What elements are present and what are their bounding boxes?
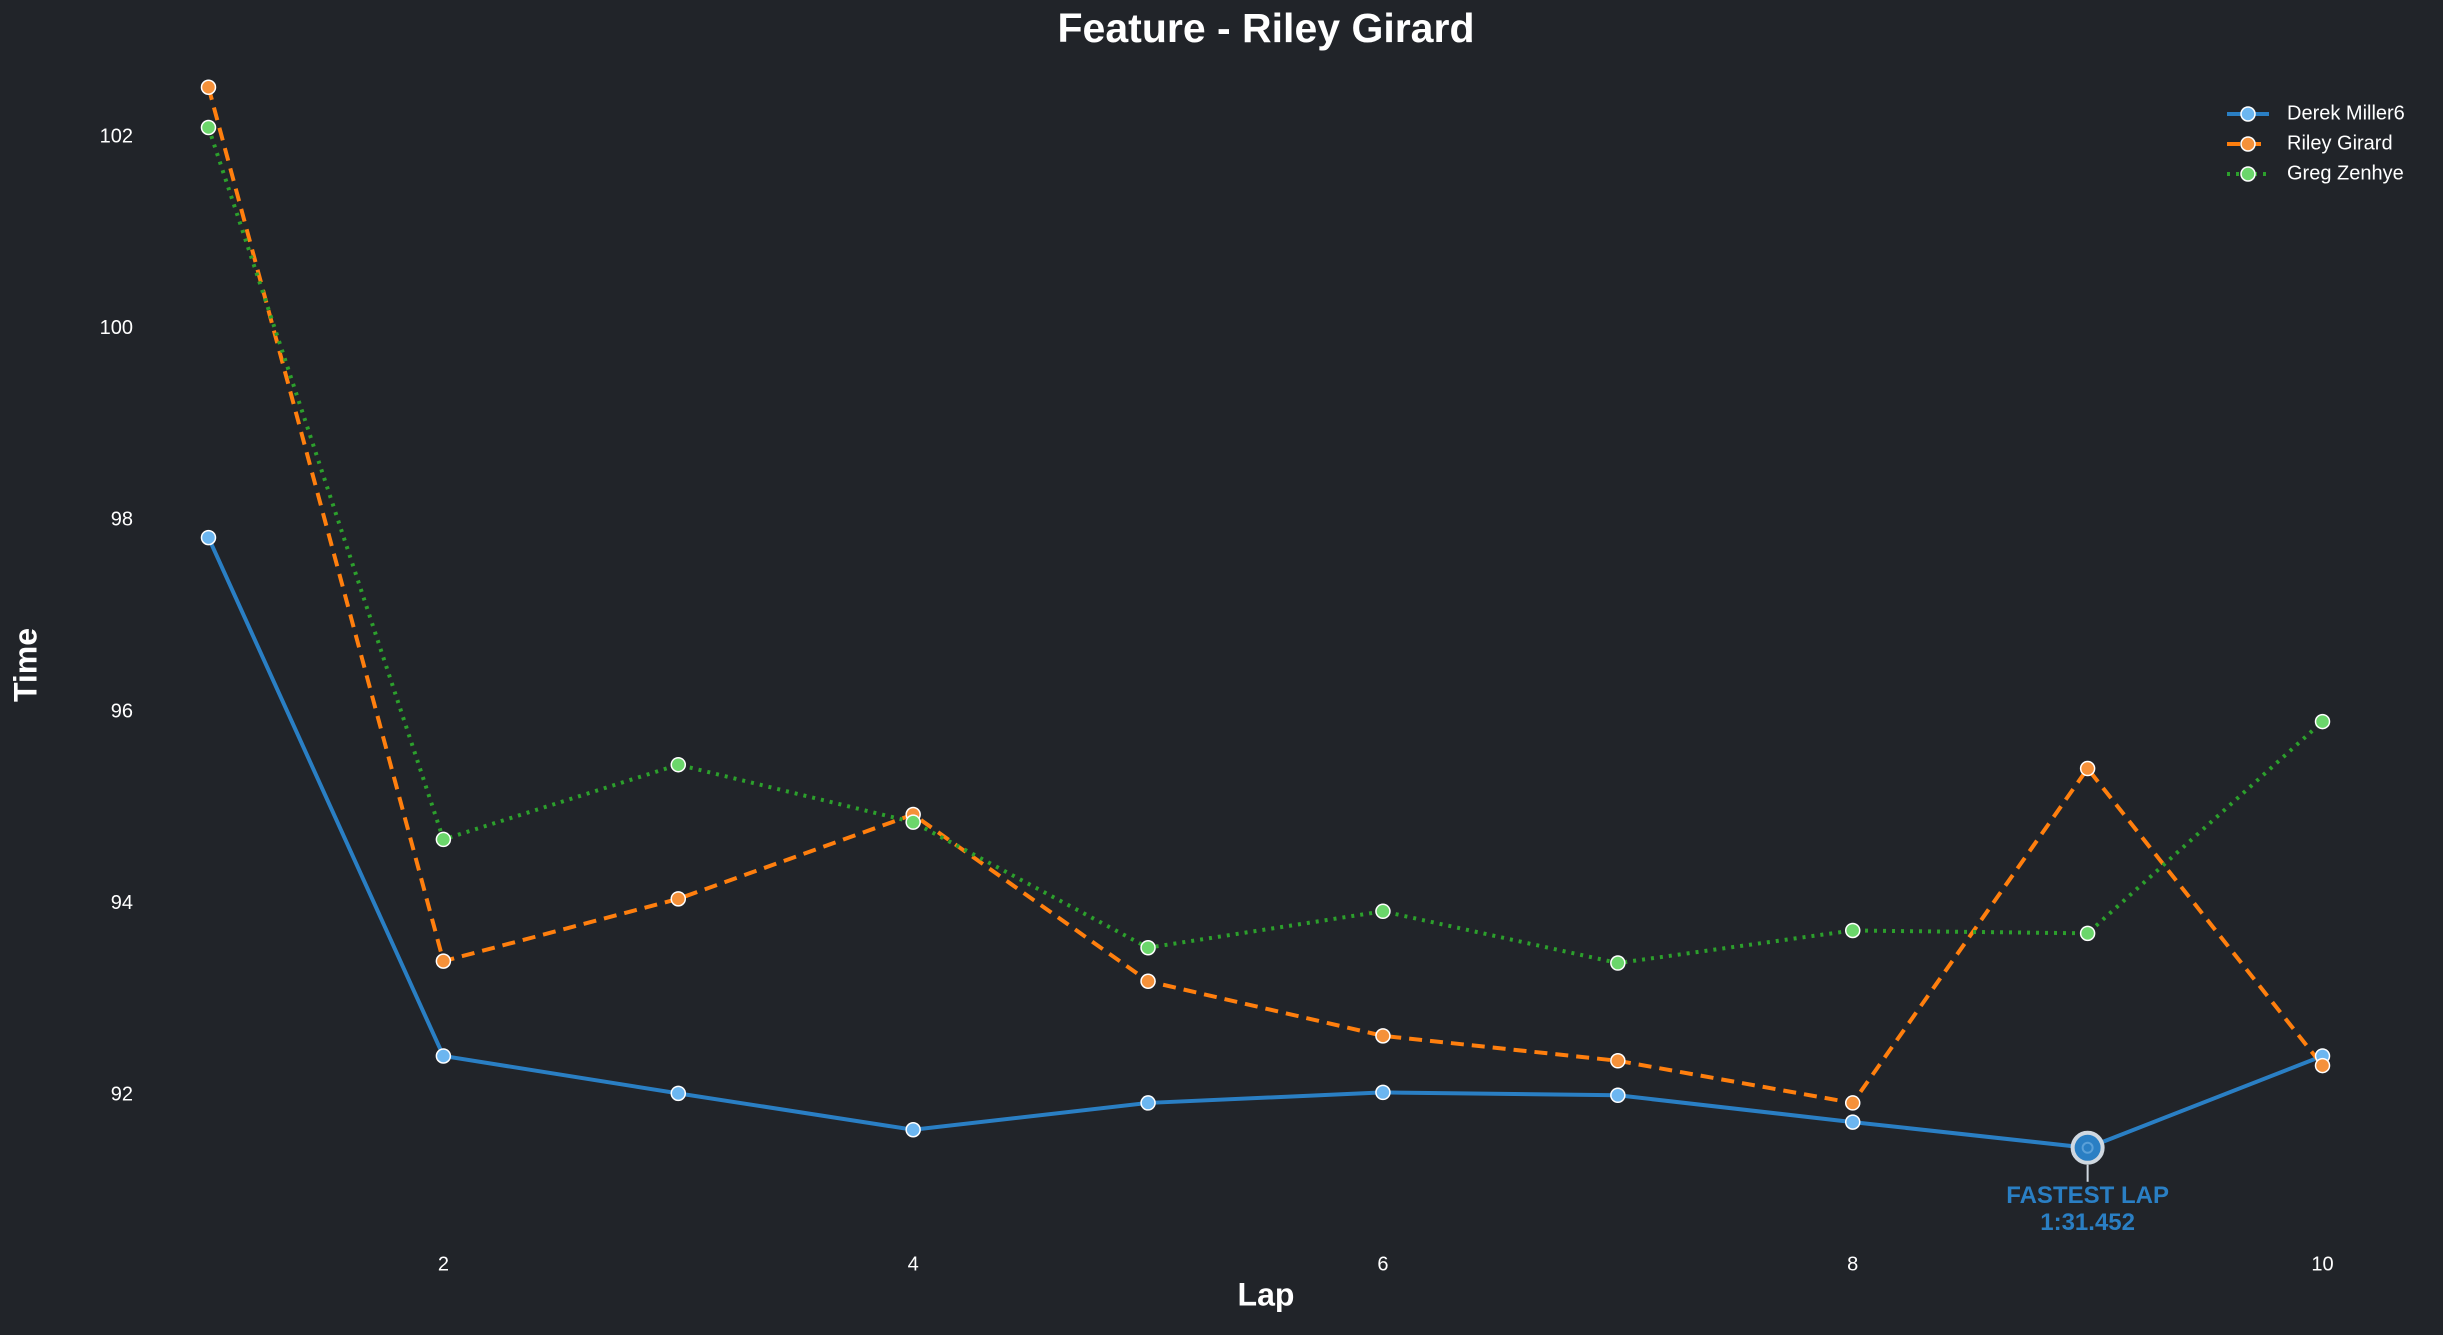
- legend-label: Derek Miller6: [2287, 102, 2405, 124]
- x-axis-label: Lap: [1238, 1276, 1295, 1312]
- y-tick-label: 98: [111, 509, 133, 531]
- data-point: [1375, 1084, 1391, 1101]
- data-point: [670, 1085, 687, 1102]
- data-point: [1844, 1095, 1861, 1111]
- data-point: [1610, 1087, 1626, 1104]
- y-tick-label: 94: [111, 892, 133, 914]
- data-point: [435, 831, 452, 848]
- data-point: [2314, 1057, 2331, 1074]
- data-point: [905, 1122, 921, 1138]
- fastest-lap-marker: [2070, 1130, 2105, 1165]
- series-line: [206, 86, 2325, 1106]
- data-point: [200, 529, 217, 546]
- series-line: [206, 536, 2324, 1150]
- data-point: [1610, 1053, 1626, 1069]
- series-line: [206, 126, 2324, 966]
- y-tick-label: 96: [111, 700, 133, 722]
- data-point: [670, 891, 687, 907]
- legend-label: Riley Girard: [2287, 132, 2393, 154]
- x-tick-label: 4: [908, 1253, 919, 1275]
- data-point: [1610, 955, 1626, 971]
- x-tick-label: 8: [1847, 1253, 1858, 1275]
- data-point: [200, 119, 217, 136]
- data-point: [2079, 925, 2096, 942]
- data-point: [200, 79, 217, 95]
- y-tick-label: 102: [100, 125, 133, 147]
- legend-marker: [2240, 166, 2256, 182]
- x-tick-label: 2: [438, 1253, 449, 1275]
- data-point: [670, 756, 687, 773]
- data-point: [1375, 903, 1391, 920]
- x-tick-label: 10: [2311, 1253, 2333, 1275]
- data-point: [435, 953, 452, 969]
- legend-marker: [2240, 136, 2256, 152]
- data-point: [435, 1048, 452, 1064]
- y-tick-label: 92: [111, 1084, 133, 1106]
- data-point: [1844, 922, 1861, 939]
- chart-title: Feature - Riley Girard: [1058, 5, 1475, 51]
- data-point: [1140, 1095, 1156, 1111]
- annotation-text: FASTEST LAP: [2006, 1182, 2169, 1209]
- data-point: [1140, 973, 1156, 989]
- x-tick-label: 6: [1377, 1253, 1388, 1275]
- data-point: [1140, 939, 1156, 956]
- data-point: [2079, 760, 2096, 777]
- data-point: [1844, 1114, 1861, 1130]
- y-tick-label: 100: [100, 317, 133, 339]
- data-point: [2314, 713, 2331, 730]
- annotation-text: 1:31.452: [2040, 1209, 2135, 1236]
- legend-label: Greg Zenhye: [2287, 162, 2404, 184]
- fastest-lap-core: [2081, 1141, 2094, 1154]
- legend-marker: [2240, 106, 2256, 122]
- y-axis-label: Time: [7, 628, 43, 702]
- data-point: [1375, 1028, 1391, 1044]
- data-point: [905, 814, 921, 830]
